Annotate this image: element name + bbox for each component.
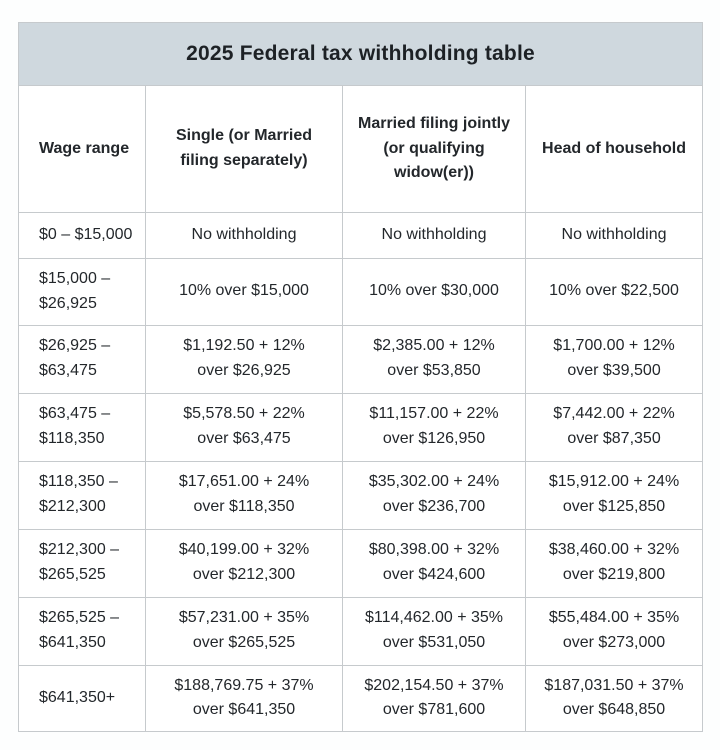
head-of-household-cell: $187,031.50 + 37% over $648,850 [524, 664, 704, 733]
tax-withholding-table: 2025 Federal tax withholding table Wage … [17, 22, 704, 733]
table-row: $118,350 – $212,300 $17,651.00 + 24% ove… [18, 460, 704, 530]
head-of-household-cell: $38,460.00 + 32% over $219,800 [524, 528, 704, 598]
page-title: 2025 Federal tax withholding table [17, 22, 704, 86]
title-row: 2025 Federal tax withholding table [17, 22, 704, 86]
wage-range-cell: $641,350+ [18, 664, 146, 733]
column-header-head-of-household: Head of household [524, 85, 704, 213]
table-row: $265,525 – $641,350 $57,231.00 + 35% ove… [18, 596, 704, 666]
married-jointly-cell: No withholding [342, 212, 526, 259]
single-cell: $17,651.00 + 24% over $118,350 [145, 460, 343, 530]
table-row: $15,000 – $26,925 10% over $15,000 10% o… [18, 258, 704, 326]
head-of-household-cell: $15,912.00 + 24% over $125,850 [524, 460, 704, 530]
single-cell: 10% over $15,000 [145, 258, 343, 326]
head-of-household-cell: No withholding [524, 212, 704, 259]
single-cell: $57,231.00 + 35% over $265,525 [145, 596, 343, 666]
head-of-household-cell: $55,484.00 + 35% over $273,000 [524, 596, 704, 666]
table-row: $641,350+ $188,769.75 + 37% over $641,35… [18, 664, 704, 733]
married-jointly-cell: $11,157.00 + 22% over $126,950 [342, 392, 526, 462]
table-row: $63,475 – $118,350 $5,578.50 + 22% over … [18, 392, 704, 462]
wage-range-cell: $0 – $15,000 [18, 212, 146, 259]
wage-range-cell: $26,925 – $63,475 [18, 324, 146, 394]
head-of-household-cell: $7,442.00 + 22% over $87,350 [524, 392, 704, 462]
single-cell: $5,578.50 + 22% over $63,475 [145, 392, 343, 462]
column-header-married-jointly: Married filing jointly (or qualifying wi… [342, 85, 526, 213]
married-jointly-cell: $35,302.00 + 24% over $236,700 [342, 460, 526, 530]
married-jointly-cell: $202,154.50 + 37% over $781,600 [342, 664, 526, 733]
wage-range-cell: $212,300 – $265,525 [18, 528, 146, 598]
table-row: $0 – $15,000 No withholding No withholdi… [18, 212, 704, 259]
single-cell: No withholding [145, 212, 343, 259]
table-row: $26,925 – $63,475 $1,192.50 + 12% over $… [18, 324, 704, 394]
single-cell: $188,769.75 + 37% over $641,350 [145, 664, 343, 733]
married-jointly-cell: $114,462.00 + 35% over $531,050 [342, 596, 526, 666]
married-jointly-cell: 10% over $30,000 [342, 258, 526, 326]
table-row: $212,300 – $265,525 $40,199.00 + 32% ove… [18, 528, 704, 598]
wage-range-cell: $265,525 – $641,350 [18, 596, 146, 666]
single-cell: $40,199.00 + 32% over $212,300 [145, 528, 343, 598]
wage-range-cell: $118,350 – $212,300 [18, 460, 146, 530]
column-header-wage-range: Wage range [18, 85, 146, 213]
head-of-household-cell: $1,700.00 + 12% over $39,500 [524, 324, 704, 394]
head-of-household-cell: 10% over $22,500 [524, 258, 704, 326]
married-jointly-cell: $2,385.00 + 12% over $53,850 [342, 324, 526, 394]
single-cell: $1,192.50 + 12% over $26,925 [145, 324, 343, 394]
wage-range-cell: $63,475 – $118,350 [18, 392, 146, 462]
header-row: Wage range Single (or Married filing sep… [18, 85, 704, 213]
wage-range-cell: $15,000 – $26,925 [18, 258, 146, 326]
column-header-single: Single (or Married filing separately) [145, 85, 343, 213]
married-jointly-cell: $80,398.00 + 32% over $424,600 [342, 528, 526, 598]
